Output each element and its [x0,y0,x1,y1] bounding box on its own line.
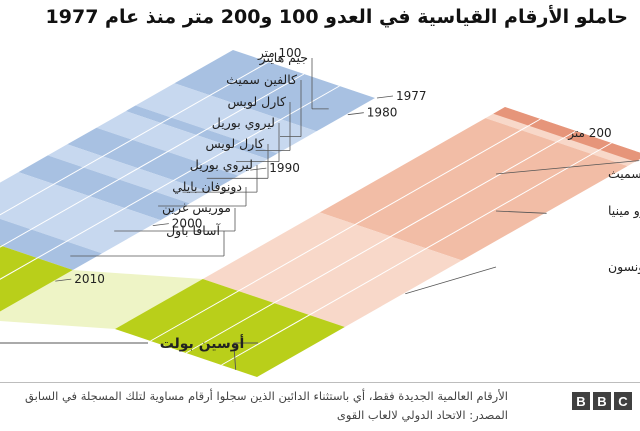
holder-label: ليروي بوريل [212,115,275,131]
footnote: الأرقام العالمية الجديدة فقط، أي باستثنا… [25,389,508,403]
year-label: 1977 [396,89,427,103]
bbc-logo-letter: B [593,392,611,410]
year-label: 1980 [367,106,398,120]
holder-label: جيم هاينز [259,50,308,66]
holder-label: كالفين سميث [226,72,297,88]
holder-label: دونوفان بايلي [172,179,242,195]
bbc-logo-letter: B [572,392,590,410]
holder-label: آسافا باول [166,223,220,239]
bbc-logo-letter: C [614,392,632,410]
bbc-logo: B B C [572,392,632,410]
holder-label: ليروي بوريل [190,157,253,173]
holder-label: كارل لويس [205,136,264,152]
holder-label: مايكل جونسون [608,259,640,275]
year-tick [348,113,364,115]
holder-label: موريس غرين [162,200,231,216]
holder-label: بيترو مينيا [608,203,640,219]
holder-label: تومي سميث [608,166,640,182]
year-label: 1990 [269,161,300,175]
distance-label: 200 متر [567,126,611,141]
source-note: المصدر: الاتحاد الدولي لالعاب القوى [337,408,508,422]
highlight-label: أوسين بولت [160,334,245,352]
footer: الأرقام العالمية الجديدة فقط، أي باستثنا… [0,382,640,431]
holder-label: كارل لويس [227,94,286,110]
year-tick [377,96,393,98]
year-label: 2010 [74,272,105,286]
